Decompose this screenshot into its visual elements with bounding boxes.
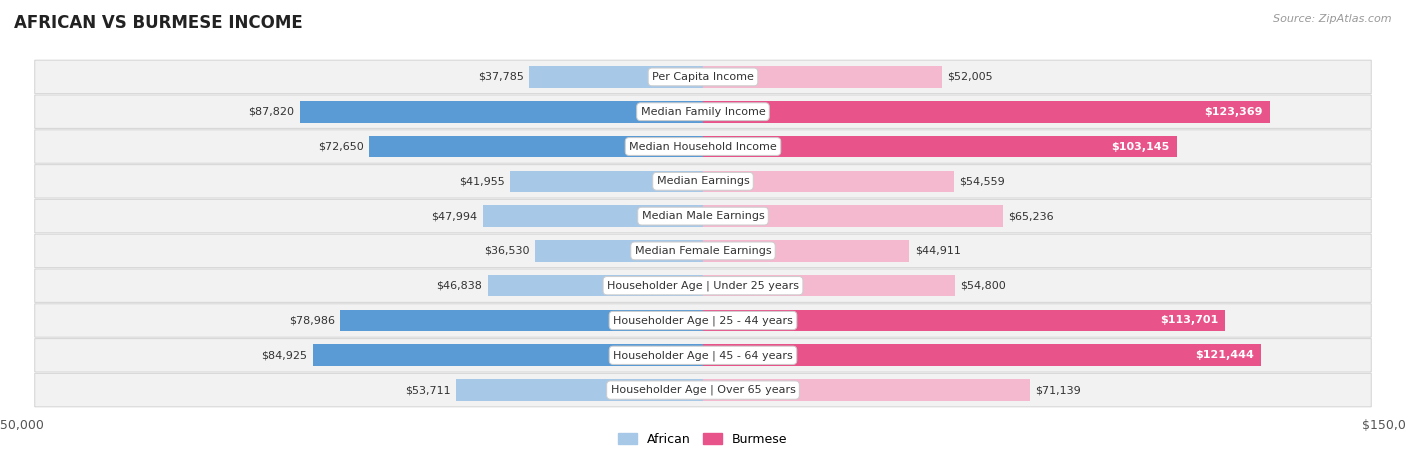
FancyBboxPatch shape [35,130,1371,163]
Bar [536,240,703,262]
Legend: African, Burmese: African, Burmese [613,428,793,451]
FancyBboxPatch shape [35,60,1371,93]
Bar [314,345,703,366]
Text: $121,444: $121,444 [1195,350,1254,360]
Text: Source: ZipAtlas.com: Source: ZipAtlas.com [1274,14,1392,24]
Text: $54,559: $54,559 [959,177,1005,186]
Bar [510,170,703,192]
Bar [703,66,942,88]
Text: $78,986: $78,986 [288,316,335,325]
FancyBboxPatch shape [35,304,1371,337]
Text: $113,701: $113,701 [1160,316,1219,325]
Text: $37,785: $37,785 [478,72,524,82]
Text: Median Earnings: Median Earnings [657,177,749,186]
Bar [703,379,1029,401]
Bar [703,205,1002,227]
Text: Householder Age | Over 65 years: Householder Age | Over 65 years [610,385,796,396]
FancyBboxPatch shape [35,374,1371,407]
Text: $36,530: $36,530 [484,246,530,256]
Text: $52,005: $52,005 [948,72,993,82]
FancyBboxPatch shape [35,339,1371,372]
Bar [370,136,703,157]
Text: $87,820: $87,820 [247,107,294,117]
Text: $103,145: $103,145 [1112,142,1170,151]
Text: $46,838: $46,838 [436,281,482,290]
Text: $54,800: $54,800 [960,281,1005,290]
FancyBboxPatch shape [35,199,1371,233]
Text: Householder Age | 25 - 44 years: Householder Age | 25 - 44 years [613,315,793,326]
Text: Median Household Income: Median Household Income [628,142,778,151]
Text: $123,369: $123,369 [1204,107,1263,117]
Bar [703,136,1177,157]
Text: $71,139: $71,139 [1035,385,1081,395]
Text: Median Male Earnings: Median Male Earnings [641,211,765,221]
Bar [299,101,703,122]
Bar [340,310,703,331]
Bar [457,379,703,401]
Text: $65,236: $65,236 [1008,211,1053,221]
Text: $53,711: $53,711 [405,385,451,395]
FancyBboxPatch shape [35,269,1371,303]
Text: Median Female Earnings: Median Female Earnings [634,246,772,256]
Text: $72,650: $72,650 [318,142,364,151]
Text: Per Capita Income: Per Capita Income [652,72,754,82]
Bar [703,275,955,297]
Bar [703,101,1270,122]
Text: $44,911: $44,911 [915,246,960,256]
FancyBboxPatch shape [35,234,1371,268]
Text: $47,994: $47,994 [430,211,477,221]
Text: $84,925: $84,925 [262,350,308,360]
Text: AFRICAN VS BURMESE INCOME: AFRICAN VS BURMESE INCOME [14,14,302,32]
Bar [703,240,910,262]
Bar [703,170,953,192]
Text: $41,955: $41,955 [458,177,505,186]
Bar [703,310,1225,331]
Bar [530,66,703,88]
Text: Householder Age | Under 25 years: Householder Age | Under 25 years [607,281,799,291]
FancyBboxPatch shape [35,164,1371,198]
Bar [703,345,1261,366]
Text: Householder Age | 45 - 64 years: Householder Age | 45 - 64 years [613,350,793,361]
Bar [482,205,703,227]
Text: Median Family Income: Median Family Income [641,107,765,117]
Bar [488,275,703,297]
FancyBboxPatch shape [35,95,1371,128]
